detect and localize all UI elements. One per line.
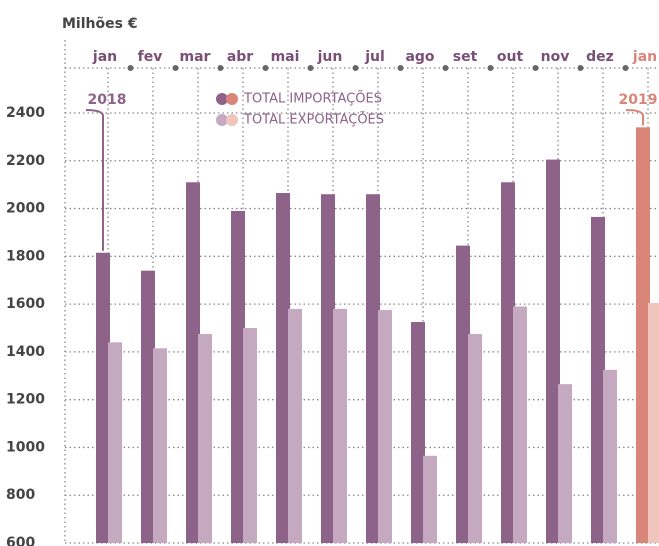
legend-dot [216,114,228,126]
bar [231,210,245,543]
bar [288,308,302,543]
y-axis-label: Milhões € [62,16,138,32]
y-tick-label: 2200 [6,153,45,169]
x-tick-label: jul [364,49,385,65]
month-dot [262,65,269,71]
legend-dot [226,93,238,105]
month-dot [442,65,449,71]
y-tick-label: 1200 [6,392,45,408]
bar [153,348,167,543]
y-tick-label: 800 [6,487,35,503]
x-tick-label: abr [227,49,253,65]
year-bracket [85,109,104,251]
y-tick-label: 1000 [6,439,45,455]
bar [501,182,515,543]
bar [321,194,335,543]
bar [546,159,560,544]
bar [411,322,425,543]
y-tick-label: 600 [6,535,35,546]
x-tick-label: out [497,49,524,65]
y-tick-label: 2000 [6,201,45,217]
x-tick-label: ago [405,49,434,65]
bar [243,328,257,543]
x-tick-label: jan [632,49,657,65]
y-tick-label: 2400 [6,105,45,121]
year-bracket [625,109,644,126]
bar [456,245,470,544]
bar [513,306,527,543]
month-dot [127,65,134,71]
x-tick-label: fev [138,49,163,65]
bar [558,384,572,543]
bar [603,369,617,543]
month-dot [217,65,224,71]
bar [378,310,392,543]
month-dot [352,65,359,71]
month-dot [307,65,314,71]
month-dot [622,65,629,71]
legend-dot [226,114,238,126]
y-tick-label: 1800 [6,248,45,264]
y-tick-label: 1600 [6,296,45,312]
legend-label: TOTAL IMPORTAÇÕES [243,91,382,107]
bar [141,270,155,543]
x-tick-label: jun [317,49,343,65]
x-tick-label: dez [586,49,614,65]
x-tick-label: set [453,49,478,65]
bar [366,194,380,543]
legend-label: TOTAL EXPORTAÇÕES [243,112,384,128]
bar [636,127,650,543]
y-tick-label: 1400 [6,344,45,360]
month-dot [172,65,179,71]
month-dot [397,65,404,71]
x-tick-label: jan [92,49,117,65]
bar [423,455,437,543]
x-tick-label: mar [180,49,211,65]
bar [96,252,110,543]
bar [591,216,605,543]
x-tick-label: mai [271,49,300,65]
month-dot [577,65,584,71]
bar [186,182,200,543]
month-dot [532,65,539,71]
bar [276,193,290,543]
bar [648,302,659,543]
legend-dot [216,93,228,105]
bar [198,333,212,543]
bar [108,342,122,543]
x-tick-label: nov [541,49,570,65]
year-label: 2018 [88,92,127,108]
year-label: 2019 [619,92,658,108]
month-dot [487,65,494,71]
bar [468,333,482,543]
bar [333,308,347,543]
